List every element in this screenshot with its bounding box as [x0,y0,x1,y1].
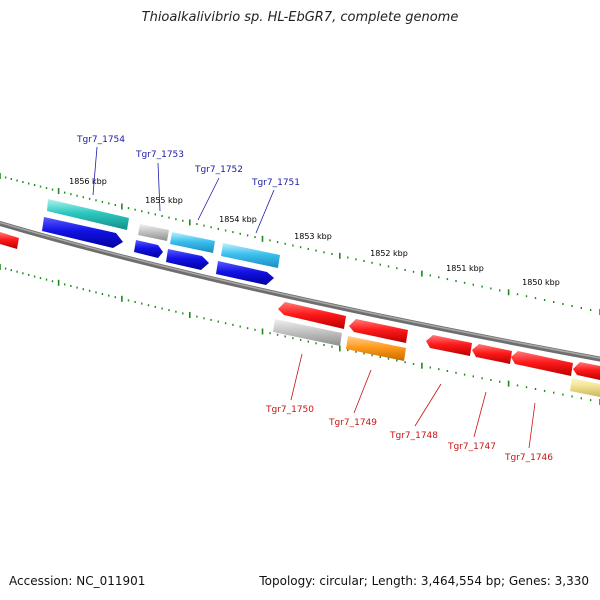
genome-backbone [0,220,600,362]
label-leader-line [414,383,442,427]
gene-label-tgr7-1749[interactable]: Tgr7_1749 [328,418,377,428]
gene-label-tgr7-1748[interactable]: Tgr7_1748 [389,431,438,441]
gene-feature[interactable] [138,224,169,241]
gene-label-tgr7-1747[interactable]: Tgr7_1747 [447,442,496,452]
gene-feature[interactable] [349,319,408,343]
gene-feature[interactable] [570,378,600,397]
gene-feature[interactable] [573,362,600,380]
label-leader-line [353,369,372,414]
reverse-genes [273,302,600,397]
gene-label-tgr7-1752[interactable]: Tgr7_1752 [194,165,243,175]
label-leader-line [473,391,487,438]
gene-label-tgr7-1751[interactable]: Tgr7_1751 [251,178,300,188]
genome-backbone-highlight [0,221,600,359]
gene-feature[interactable] [0,232,19,249]
gene-feature[interactable] [134,240,163,258]
gene-label-tgr7-1753[interactable]: Tgr7_1753 [135,150,184,160]
label-leader-line [255,189,275,234]
gene-feature[interactable] [273,319,342,346]
forward-genes [0,199,280,285]
gene-feature[interactable] [170,232,215,253]
gene-feature[interactable] [346,336,406,361]
gene-label-tgr7-1754[interactable]: Tgr7_1754 [76,135,125,145]
gene-feature[interactable] [426,335,472,356]
gene-label-tgr7-1750[interactable]: Tgr7_1750 [265,405,314,415]
scale-label: 1854 kbp [219,215,257,224]
label-leader-line [157,162,161,212]
label-leader-line [197,177,220,221]
reverse-gene-labels: Tgr7_1750 Tgr7_1749 Tgr7_1748 Tgr7_1747 … [265,353,553,463]
gene-feature[interactable] [216,261,274,285]
label-leader-line [528,402,536,449]
gene-feature[interactable] [166,249,209,270]
gene-feature[interactable] [47,199,129,230]
map-title: Thioalkalivibrio sp. HL-EbGR7, complete … [141,10,459,25]
scale-label: 1851 kbp [446,264,484,273]
topology-text: Topology: circular; Length: 3,464,554 bp… [259,574,589,588]
forward-gene-labels: Tgr7_1754 Tgr7_1753 Tgr7_1752 Tgr7_1751 [76,135,300,234]
gene-label-tgr7-1746[interactable]: Tgr7_1746 [504,453,553,463]
gene-feature[interactable] [472,344,512,364]
scale-label: 1855 kbp [145,196,183,205]
accession-text: Accession: NC_011901 [9,574,146,588]
scale-label: 1852 kbp [370,249,408,258]
scale-label: 1850 kbp [522,278,560,287]
gene-feature[interactable] [278,302,346,329]
gene-feature[interactable] [511,351,573,376]
scale-label: 1853 kbp [294,232,332,241]
label-leader-line [92,146,98,196]
scale-ticks [0,173,600,405]
gene-feature[interactable] [42,217,123,248]
gene-feature[interactable] [221,243,280,268]
scale-labels: 1856 kbp 1855 kbp 1854 kbp 1853 kbp 1852… [69,177,560,287]
label-leader-line [290,353,303,401]
scale-label: 1856 kbp [69,177,107,186]
